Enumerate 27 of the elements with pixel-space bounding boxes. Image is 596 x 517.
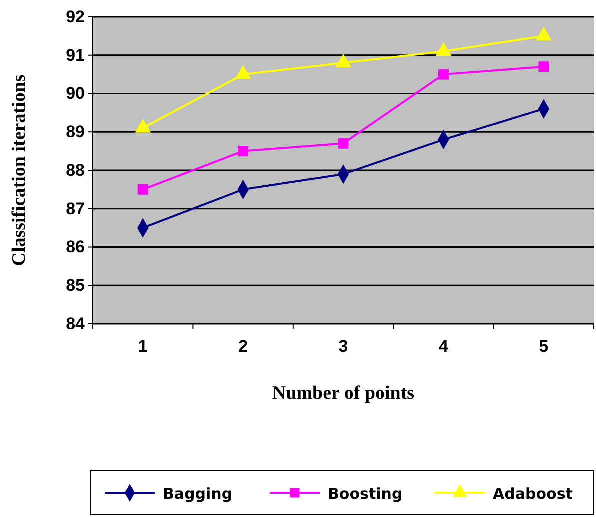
point [338,138,349,149]
y-tick-label: 90 [66,84,85,104]
y-tick-label: 87 [66,199,85,218]
x-tick-label: 4 [438,337,449,356]
point [238,146,249,157]
y-tick-label: 88 [66,160,85,180]
legend-label: Adaboost [493,485,573,503]
y-tick-label: 92 [66,7,85,26]
legend-label: Bagging [163,485,233,503]
point [536,26,552,41]
y-tick-label: 89 [66,122,85,142]
point [336,54,352,68]
point [138,184,148,195]
point [135,119,152,133]
x-tick-label: 2 [238,337,248,356]
y-tick-label: 91 [66,46,85,65]
y-tick-label: 85 [66,276,85,296]
point [235,65,252,80]
x-tick-label: 1 [138,337,148,356]
y-tick-label: 86 [66,238,85,257]
x-axis-title: Number of points [272,383,415,404]
x-tick-label: 5 [539,337,549,356]
point [436,42,452,56]
x-tick-label: 3 [338,337,348,356]
y-tick-label: 84 [66,314,86,334]
y-axis-title: Classification iterations [9,74,30,266]
legend-label: Boosting [328,485,403,503]
